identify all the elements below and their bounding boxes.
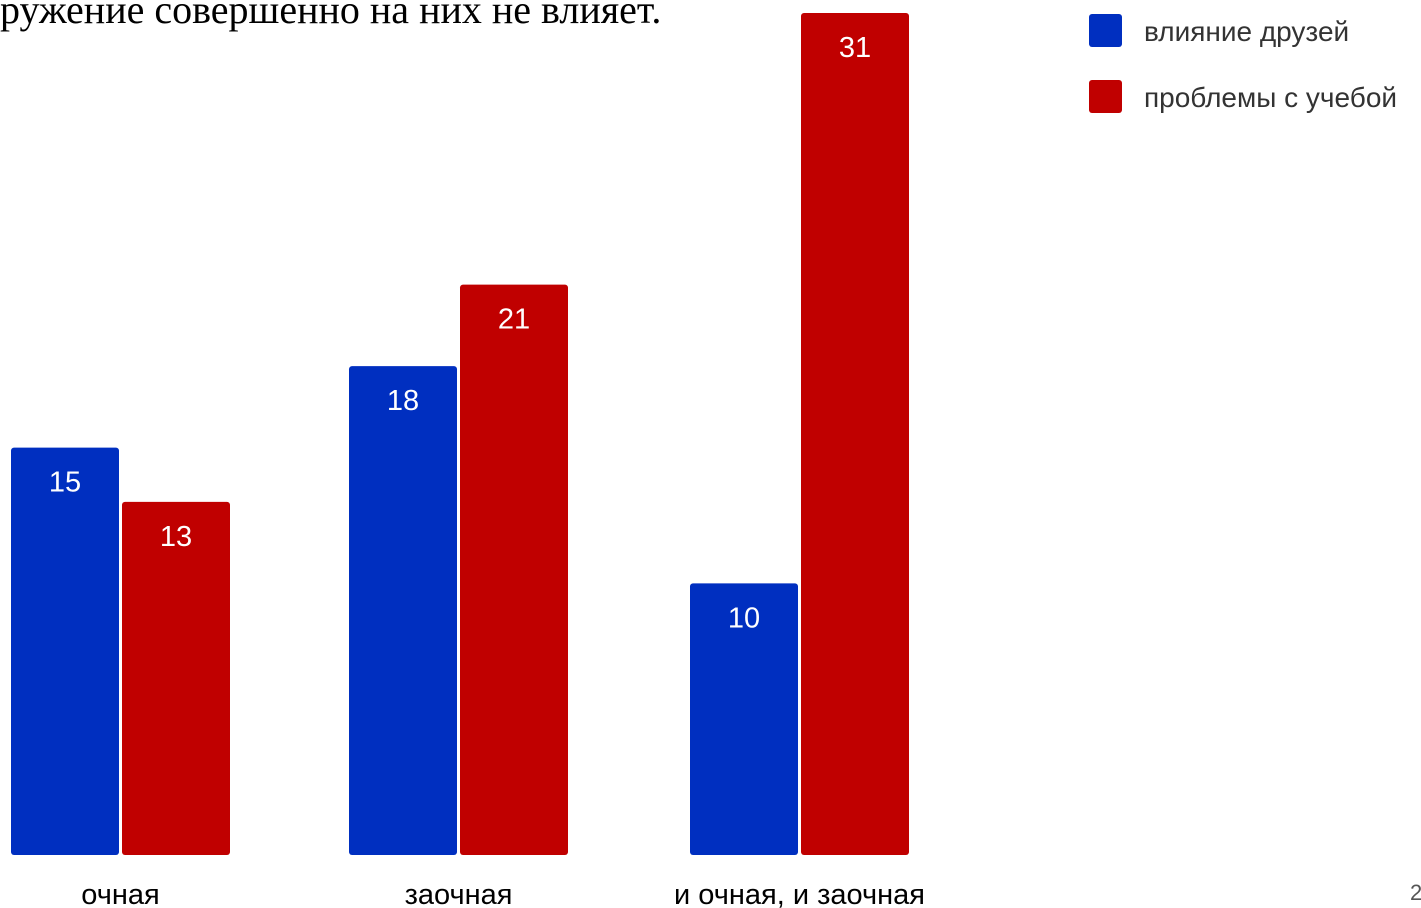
value-labels-layer: 15 13 18 21 10 31 — [49, 32, 871, 634]
category-label: и очная, и заочная — [674, 879, 925, 908]
bar-study-1 — [460, 284, 568, 855]
bar-value-label: 31 — [839, 32, 871, 64]
bar-study-2 — [801, 13, 909, 855]
bar-study-0 — [122, 501, 230, 855]
bar-value-label: 18 — [387, 385, 419, 417]
bar-value-label: 21 — [498, 304, 530, 336]
partial-heading-text: ружение совершенно на них не влияет. — [0, 0, 662, 32]
category-label: заочная — [405, 879, 513, 908]
bar-value-label: 15 — [49, 467, 81, 499]
legend-swatch-friends — [1089, 14, 1122, 47]
legend-label: проблемы с учебой — [1144, 82, 1397, 113]
bar-value-label: 13 — [160, 521, 192, 553]
legend-swatch-study — [1089, 80, 1122, 113]
category-label: очная — [81, 879, 159, 908]
legend: влияние друзей проблемы с учебой — [1089, 14, 1397, 113]
legend-label: влияние друзей — [1144, 16, 1349, 47]
bar-friends-0 — [11, 447, 119, 855]
category-labels-layer: очная заочная и очная, и заочная — [81, 879, 925, 908]
page-number: 2 — [1410, 880, 1421, 905]
bar-friends-1 — [349, 366, 457, 855]
bar-friends-2 — [690, 583, 798, 855]
bar-value-label: 10 — [728, 602, 760, 634]
bars-layer — [11, 13, 909, 855]
